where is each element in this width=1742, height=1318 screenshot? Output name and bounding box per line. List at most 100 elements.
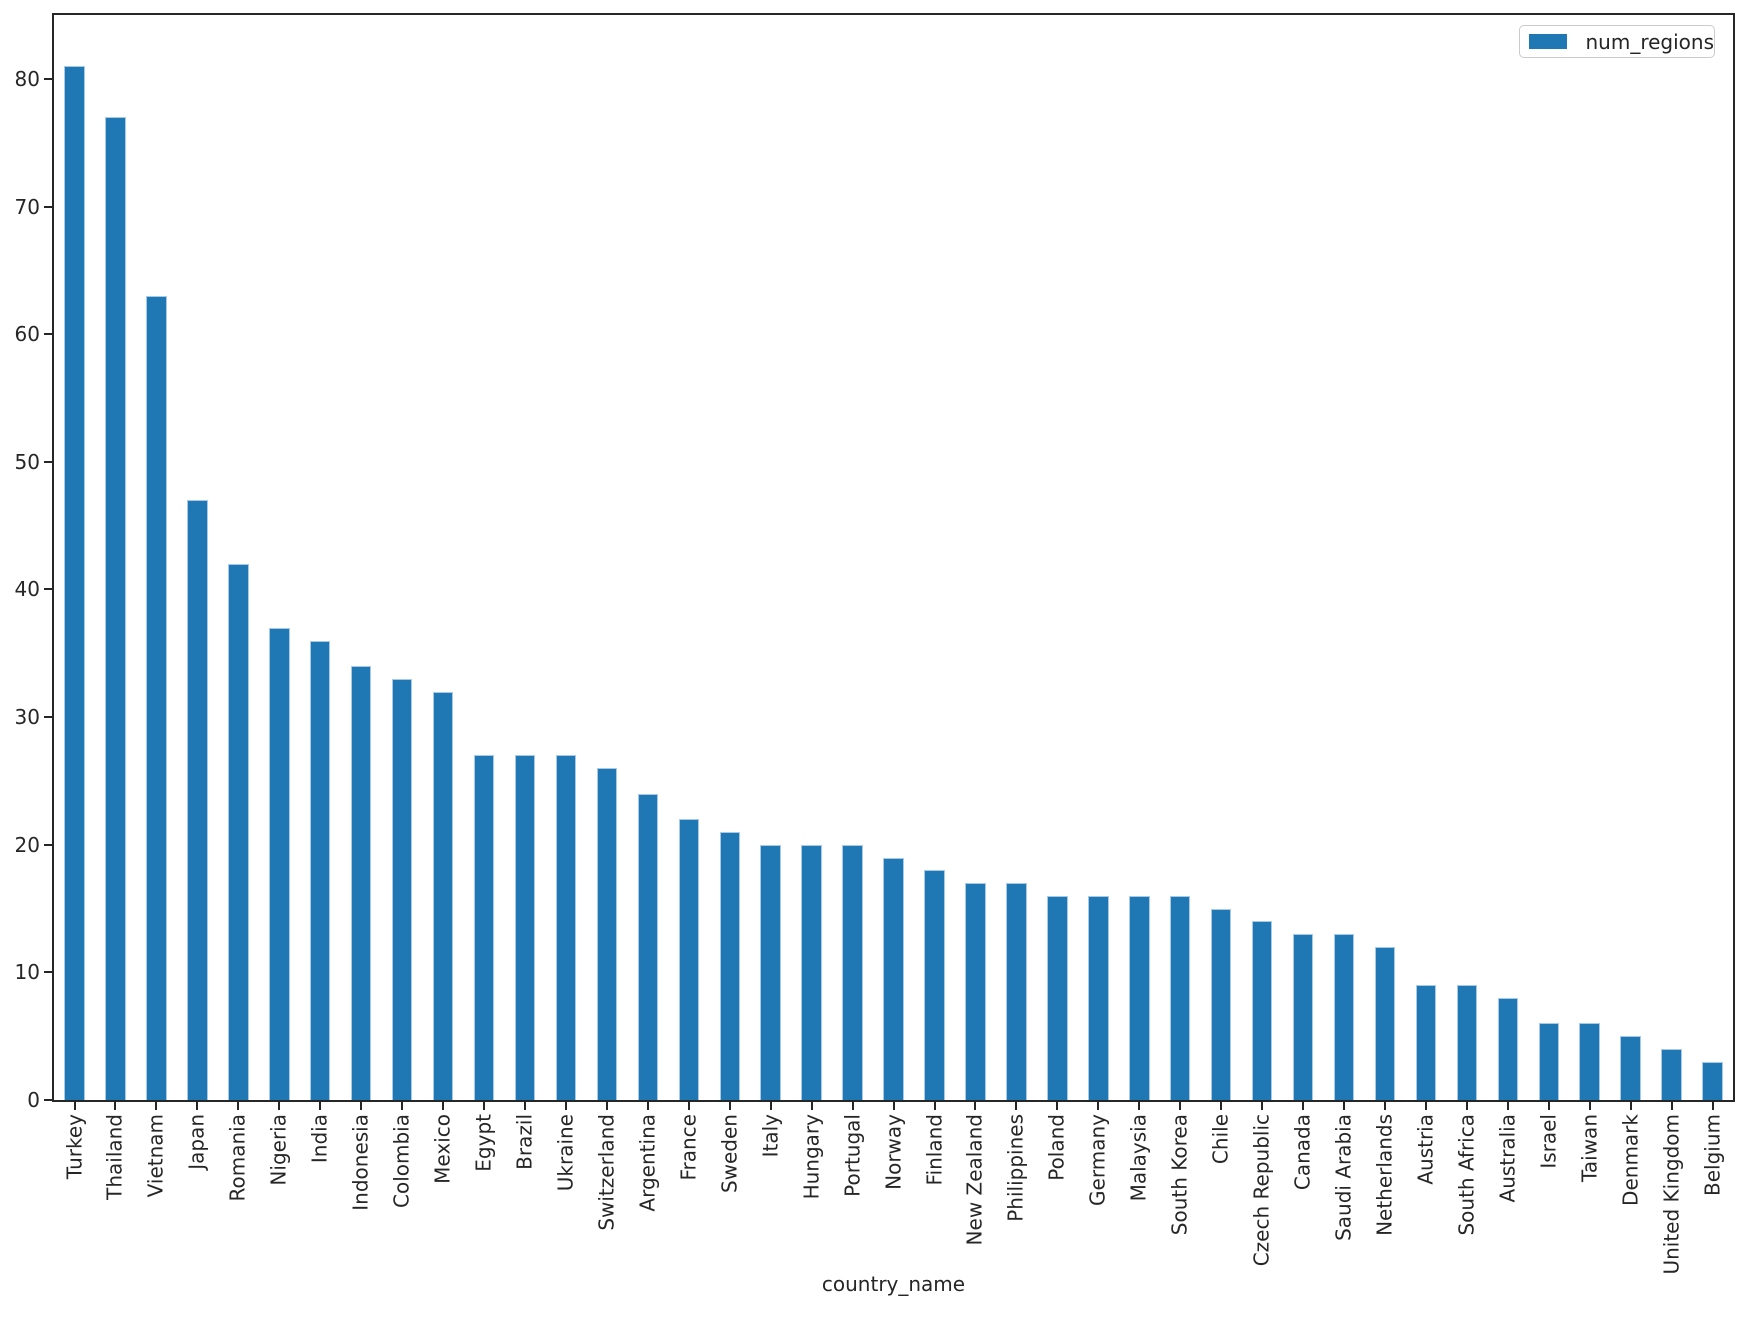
x-tick-mark <box>1711 1102 1714 1110</box>
x-tick-label: Ukraine <box>553 1114 578 1192</box>
bar <box>187 500 208 1100</box>
x-tick-label: Switzerland <box>594 1114 619 1231</box>
x-axis-title: country_name <box>821 1272 966 1296</box>
bar <box>719 831 740 1100</box>
x-tick-label: Brazil <box>512 1114 537 1170</box>
x-tick-mark <box>1547 1102 1550 1110</box>
bar <box>105 117 126 1100</box>
x-tick-label: Colombia <box>389 1114 414 1208</box>
bar <box>1579 1023 1600 1100</box>
bar <box>1538 1023 1559 1100</box>
x-tick-label: Argentina <box>635 1114 660 1212</box>
bar <box>309 640 331 1100</box>
x-tick-mark <box>196 1102 199 1110</box>
x-tick-label: Sweden <box>717 1114 742 1194</box>
x-tick-mark <box>155 1102 158 1110</box>
bar <box>350 666 372 1100</box>
y-tick-mark <box>44 77 52 80</box>
bar <box>1333 934 1355 1100</box>
x-tick-mark <box>1629 1102 1632 1110</box>
x-tick-label: Indonesia <box>348 1114 373 1211</box>
bar <box>514 755 536 1100</box>
x-tick-label: Philippines <box>1003 1114 1028 1222</box>
x-tick-label: Malaysia <box>1126 1114 1151 1202</box>
x-tick-mark <box>605 1102 608 1110</box>
bar <box>965 883 986 1100</box>
x-tick-label: United Kingdom <box>1659 1114 1684 1275</box>
bar <box>228 563 249 1100</box>
x-tick-mark <box>1015 1102 1018 1110</box>
x-tick-label: India <box>307 1114 332 1164</box>
x-tick-mark <box>73 1102 76 1110</box>
x-tick-mark <box>1179 1102 1182 1110</box>
x-tick-label: South Africa <box>1454 1114 1479 1236</box>
y-tick-mark <box>44 588 52 591</box>
legend-swatch-icon <box>1529 34 1568 49</box>
x-tick-mark <box>523 1102 526 1110</box>
bar <box>924 870 945 1100</box>
bar <box>1047 895 1068 1100</box>
x-tick-label: South Korea <box>1167 1114 1192 1236</box>
bar <box>555 755 577 1100</box>
x-tick-label: Romania <box>225 1114 250 1202</box>
x-tick-mark <box>933 1102 936 1110</box>
bar <box>64 66 85 1100</box>
y-tick-mark <box>44 716 52 719</box>
x-tick-mark <box>319 1102 322 1110</box>
x-tick-label: Austria <box>1413 1114 1438 1185</box>
x-tick-label: Turkey <box>62 1114 86 1180</box>
x-tick-mark <box>360 1102 363 1110</box>
bar <box>1620 1036 1641 1100</box>
y-tick-label: 80 <box>14 66 40 91</box>
y-tick-label: 30 <box>14 705 40 730</box>
x-tick-mark <box>237 1102 240 1110</box>
bar <box>1702 1061 1723 1100</box>
y-tick-label: 20 <box>14 832 40 857</box>
x-tick-label: Germany <box>1085 1114 1110 1206</box>
x-tick-label: Portugal <box>840 1114 864 1197</box>
bar <box>801 844 822 1100</box>
x-tick-label: Japan <box>184 1114 209 1170</box>
bar <box>1210 908 1232 1100</box>
y-tick-mark <box>44 843 52 846</box>
x-tick-mark <box>687 1102 690 1110</box>
bar <box>678 819 699 1100</box>
x-tick-label: Saudi Arabia <box>1331 1114 1356 1241</box>
bar <box>1292 934 1314 1100</box>
x-tick-label: Poland <box>1044 1114 1069 1181</box>
bar <box>1497 997 1518 1100</box>
y-tick-label: 60 <box>14 322 40 347</box>
bar <box>760 844 781 1100</box>
x-tick-mark <box>1220 1102 1223 1110</box>
x-tick-label: Nigeria <box>266 1114 291 1186</box>
x-tick-mark <box>1302 1102 1304 1110</box>
x-tick-mark <box>974 1102 977 1110</box>
bar <box>596 768 618 1100</box>
x-tick-label: Vietnam <box>143 1114 168 1198</box>
bar <box>1088 895 1109 1100</box>
x-tick-label: New Zealand <box>962 1114 987 1246</box>
y-tick-mark <box>44 205 52 208</box>
x-tick-mark <box>1343 1102 1345 1110</box>
y-tick-mark <box>44 333 52 336</box>
x-tick-mark <box>851 1102 854 1110</box>
bar <box>842 844 863 1100</box>
x-tick-label: Hungary <box>799 1114 824 1200</box>
x-tick-mark <box>1056 1102 1059 1110</box>
x-tick-label: Taiwan <box>1577 1114 1602 1183</box>
x-tick-mark <box>1261 1102 1264 1110</box>
y-tick-mark <box>44 1099 52 1101</box>
x-tick-mark <box>1383 1102 1386 1110</box>
bar <box>1129 895 1150 1100</box>
x-tick-mark <box>810 1102 813 1110</box>
x-tick-label: Israel <box>1536 1114 1561 1169</box>
x-tick-label: Canada <box>1290 1114 1315 1191</box>
x-tick-mark <box>1138 1102 1141 1110</box>
x-tick-mark <box>1588 1102 1591 1110</box>
x-tick-label: Norway <box>881 1114 905 1190</box>
bar <box>1415 985 1437 1100</box>
x-tick-mark <box>483 1102 485 1110</box>
bar <box>1006 883 1027 1100</box>
bar <box>883 857 904 1100</box>
x-tick-label: Thailand <box>102 1114 127 1200</box>
